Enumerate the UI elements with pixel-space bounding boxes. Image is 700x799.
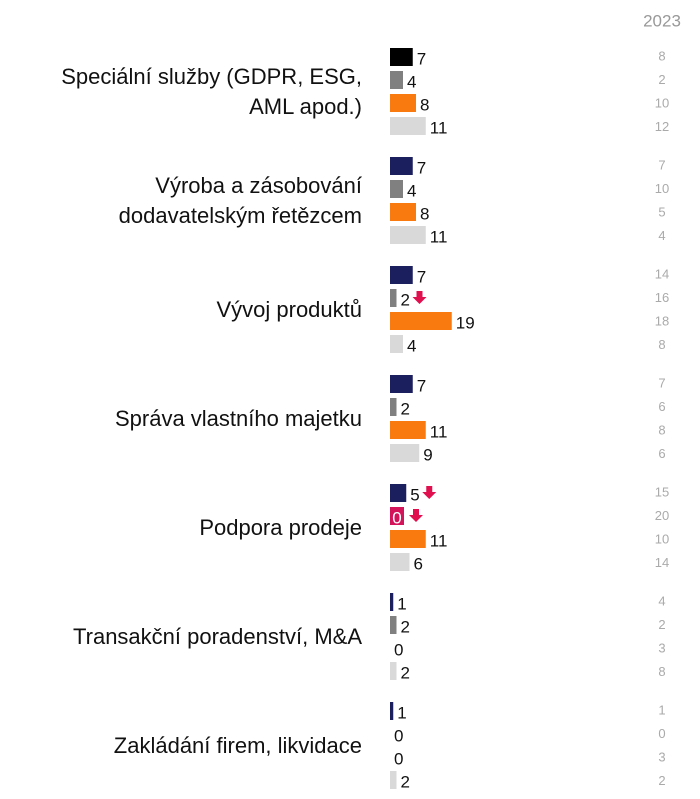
comparison-value: 20 (655, 508, 669, 523)
comparison-value: 2 (658, 773, 665, 788)
value-label: 6 (414, 554, 423, 573)
value-label: 0 (392, 508, 401, 527)
comparison-header: 2023 (643, 11, 681, 30)
bar (390, 484, 407, 502)
comparison-value: 2 (658, 72, 665, 87)
value-label: 0 (394, 749, 403, 768)
comparison-value: 16 (655, 290, 669, 305)
value-label: 8 (420, 95, 429, 114)
value-label: 9 (423, 445, 432, 464)
bar (390, 702, 394, 720)
comparison-value: 6 (658, 446, 665, 461)
bar (390, 71, 403, 89)
comparison-value: 12 (655, 119, 669, 134)
value-label: 4 (407, 72, 416, 91)
value-label: 4 (407, 336, 416, 355)
value-label: 8 (420, 204, 429, 223)
category-label: Transakční poradenství, M&A (73, 624, 362, 649)
bar (390, 616, 397, 634)
comparison-value: 0 (658, 726, 665, 741)
comparison-value: 3 (658, 749, 665, 764)
value-label: 2 (401, 399, 410, 418)
comparison-value: 5 (658, 204, 665, 219)
category-label: Podpora prodeje (199, 515, 362, 540)
comparison-value: 10 (655, 181, 669, 196)
comparison-value: 6 (658, 399, 665, 414)
value-label: 0 (394, 726, 403, 745)
comparison-value: 10 (655, 95, 669, 110)
category-label: Zakládání firem, likvidace (113, 733, 362, 758)
bar (390, 48, 413, 66)
bar (390, 771, 397, 789)
value-label: 2 (401, 772, 410, 791)
comparison-value: 4 (658, 593, 665, 608)
bar (390, 94, 416, 112)
comparison-value: 8 (658, 48, 665, 63)
value-label: 0 (394, 640, 403, 659)
value-label: 2 (401, 663, 410, 682)
bar (390, 266, 413, 284)
bar (390, 662, 397, 680)
value-label: 7 (417, 158, 426, 177)
bar (390, 335, 403, 353)
bar (390, 375, 413, 393)
bar (390, 226, 426, 244)
comparison-value: 10 (655, 531, 669, 546)
bar (390, 180, 403, 198)
comparison-value: 1 (658, 702, 665, 717)
bar (390, 530, 426, 548)
comparison-value: 4 (658, 228, 665, 243)
comparison-value: 7 (658, 375, 665, 390)
comparison-value: 8 (658, 337, 665, 352)
value-label: 11 (430, 227, 448, 246)
bar (390, 593, 394, 611)
comparison-value: 18 (655, 313, 669, 328)
bar (390, 421, 426, 439)
value-label: 11 (430, 118, 448, 137)
bar (390, 398, 397, 416)
bar (390, 289, 397, 307)
down-arrow (409, 509, 423, 522)
category-label: Správa vlastního majetku (114, 406, 362, 431)
value-label: 11 (430, 422, 448, 441)
bar (390, 507, 404, 525)
bar (390, 117, 426, 135)
value-label: 4 (407, 181, 416, 200)
value-label: 1 (397, 594, 406, 613)
bar (390, 553, 410, 571)
value-label: 7 (417, 376, 426, 395)
down-arrow (412, 291, 427, 304)
comparison-value: 15 (655, 484, 669, 499)
comparison-value: 3 (658, 640, 665, 655)
comparison-value: 14 (655, 266, 669, 281)
comparison-value: 8 (658, 422, 665, 437)
value-label: 2 (401, 617, 410, 636)
bar (390, 444, 420, 462)
comparison-value: 14 (655, 555, 669, 570)
value-label: 7 (417, 267, 426, 286)
category-label: Výroba a zásobování dodavatelským řetězc… (118, 173, 362, 228)
comparison-value: 2 (658, 617, 665, 632)
category-label: Speciální služby (GDPR, ESG, AML apod.) (61, 64, 362, 119)
value-label: 1 (397, 703, 406, 722)
value-label: 11 (430, 531, 448, 550)
value-label: 7 (417, 49, 426, 68)
bar (390, 157, 413, 175)
category-label: Vývoj produktů (216, 297, 362, 322)
comparison-value: 7 (658, 157, 665, 172)
value-label: 5 (410, 485, 419, 504)
bar (390, 203, 416, 221)
bar (390, 312, 452, 330)
value-label: 2 (401, 290, 410, 309)
value-label: 19 (456, 313, 475, 332)
down-arrow (422, 486, 437, 499)
comparison-value: 8 (658, 664, 665, 679)
